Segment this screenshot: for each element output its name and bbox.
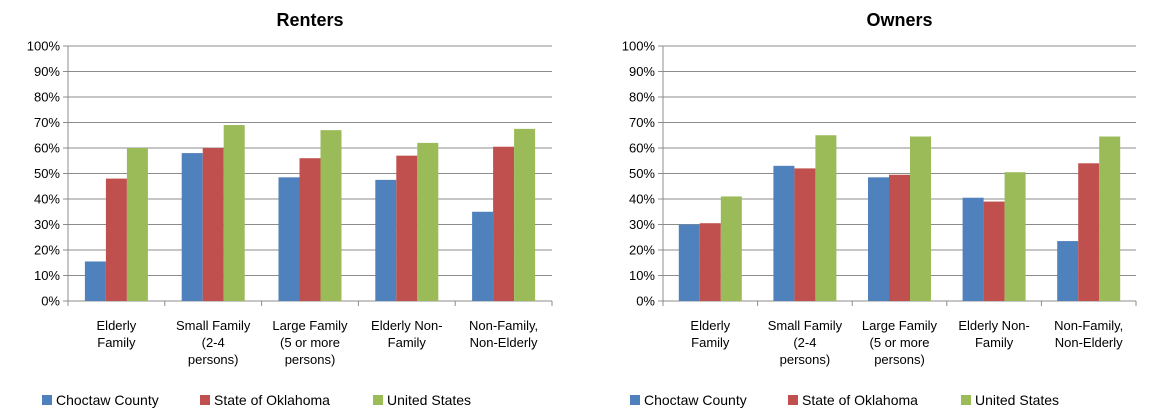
chart-0-y-tick-label: 40% (34, 192, 60, 207)
chart-0-bar-united-states (417, 142, 439, 301)
chart-1-legend-label: United States (975, 392, 1059, 408)
owners-chart: Owners 0% 10% 20% 30% 40% 50% 60% 70% 80% 90% 100% E… (622, 10, 1137, 408)
chart-0-bar-state-of-oklahoma (202, 148, 224, 301)
chart-1-legend-swatch-state-of-oklahoma (788, 395, 798, 405)
chart-1-y-tick-label: 60% (629, 141, 655, 156)
chart-1-x-tick-label: Small Family (2-4 persons) (768, 318, 843, 367)
chart-1-y-tick-label: 70% (629, 115, 655, 130)
chart-1-x-tick-label: Elderly Non-Family (958, 318, 1030, 350)
renters-chart: Renters 0% 10% 20% 30% 40% 50% 60% 70% 80% 90% 100%… (27, 10, 553, 408)
chart-0-legend-label: United States (387, 392, 471, 408)
chart-1-y-tick-label: 80% (629, 90, 655, 105)
chart-1-x-tick-label: Large Family (5 or more persons) (862, 318, 938, 367)
chart-1-title: Owners (866, 10, 932, 30)
chart-0-y-tick-label: 30% (34, 217, 60, 232)
chart-0-y-tick-label: 60% (34, 141, 60, 156)
chart-1-legend-swatch-choctaw-county (630, 395, 640, 405)
chart-0-bar-choctaw-county (375, 179, 397, 301)
chart-0-title: Renters (276, 10, 343, 30)
chart-0-y-tick-label: 90% (34, 64, 60, 79)
chart-1-bar-choctaw-county (1057, 241, 1079, 301)
chart-0-bar-united-states (514, 128, 536, 301)
chart-0-y-tick-label: 80% (34, 90, 60, 105)
chart-1-bar-state-of-oklahoma (1078, 163, 1100, 301)
chart-1-bar-united-states (910, 136, 931, 301)
chart-1-bar-choctaw-county (773, 165, 795, 301)
chart-1-y-tick-label: 20% (629, 243, 655, 258)
chart-1-y-tick-label: 10% (629, 268, 655, 283)
chart-0-legend-swatch-choctaw-county (42, 395, 52, 405)
chart-1-bar-united-states (1099, 136, 1121, 301)
chart-1-bar-united-states (720, 196, 742, 301)
chart-0-bar-choctaw-county (181, 153, 203, 301)
chart-1-legend-label: Choctaw County (644, 392, 747, 408)
chart-1-bar-choctaw-county (678, 224, 700, 301)
chart-1-y-tick-label: 100% (622, 39, 656, 54)
chart-1-y-tick-label: 40% (629, 192, 655, 207)
chart-0-legend-label: State of Oklahoma (214, 392, 330, 408)
chart-0-x-tick-label: Large Family (5 or more persons) (272, 318, 348, 367)
chart-1-y-tick-label: 90% (629, 64, 655, 79)
chart-0-x-tick-label: Elderly Non-Family (371, 318, 443, 350)
chart-1-x-tick-label: Non-Family, Non-Elderly (1054, 318, 1123, 350)
chart-1-bar-state-of-oklahoma (794, 168, 816, 301)
chart-0-bar-united-states (223, 125, 245, 301)
chart-0-x-tick-label: Non-Family, Non-Elderly (469, 318, 538, 350)
chart-0-y-tick-label: 20% (34, 243, 60, 258)
chart-0-legend-label: Choctaw County (56, 392, 159, 408)
chart-0-bar-state-of-oklahoma (493, 146, 515, 301)
chart-1-y-tick-label: 0% (636, 294, 655, 309)
chart-1-bar-state-of-oklahoma (889, 174, 910, 301)
chart-1-bar-state-of-oklahoma (983, 201, 1005, 301)
chart-1-bar-united-states (1004, 172, 1026, 301)
chart-0-x-tick-label: Small Family (2-4 persons) (176, 318, 251, 367)
chart-1-x-tick-label: Elderly Family (690, 318, 730, 350)
chart-0-legend-swatch-united-states (373, 395, 383, 405)
chart-0-bar-choctaw-county (278, 177, 300, 301)
chart-1-legend-label: State of Oklahoma (802, 392, 918, 408)
chart-0-bar-state-of-oklahoma (396, 155, 418, 301)
chart-0-bar-united-states (126, 148, 148, 301)
chart-0-y-tick-label: 100% (27, 39, 61, 54)
chart-1-y-tick-label: 30% (629, 217, 655, 232)
chart-0-bar-choctaw-county (472, 211, 494, 301)
chart-0-y-tick-label: 0% (41, 294, 60, 309)
chart-0-bar-united-states (320, 130, 342, 301)
chart-1-bar-choctaw-county (868, 177, 889, 301)
chart-0-y-tick-label: 50% (34, 166, 60, 181)
chart-1-bar-state-of-oklahoma (699, 223, 721, 301)
chart-1-bar-choctaw-county (962, 197, 984, 301)
chart-0-bar-state-of-oklahoma (299, 158, 321, 301)
chart-0-legend-swatch-state-of-oklahoma (200, 395, 210, 405)
chart-0-y-tick-label: 70% (34, 115, 60, 130)
chart-0-y-tick-label: 10% (34, 268, 60, 283)
chart-1-y-tick-label: 50% (629, 166, 655, 181)
chart-1-legend-swatch-united-states (961, 395, 971, 405)
chart-1-bar-united-states (815, 135, 837, 301)
chart-0-x-tick-label: Elderly Family (97, 318, 137, 350)
chart-0-bar-state-of-oklahoma (105, 178, 127, 301)
chart-0-bar-choctaw-county (84, 261, 106, 301)
